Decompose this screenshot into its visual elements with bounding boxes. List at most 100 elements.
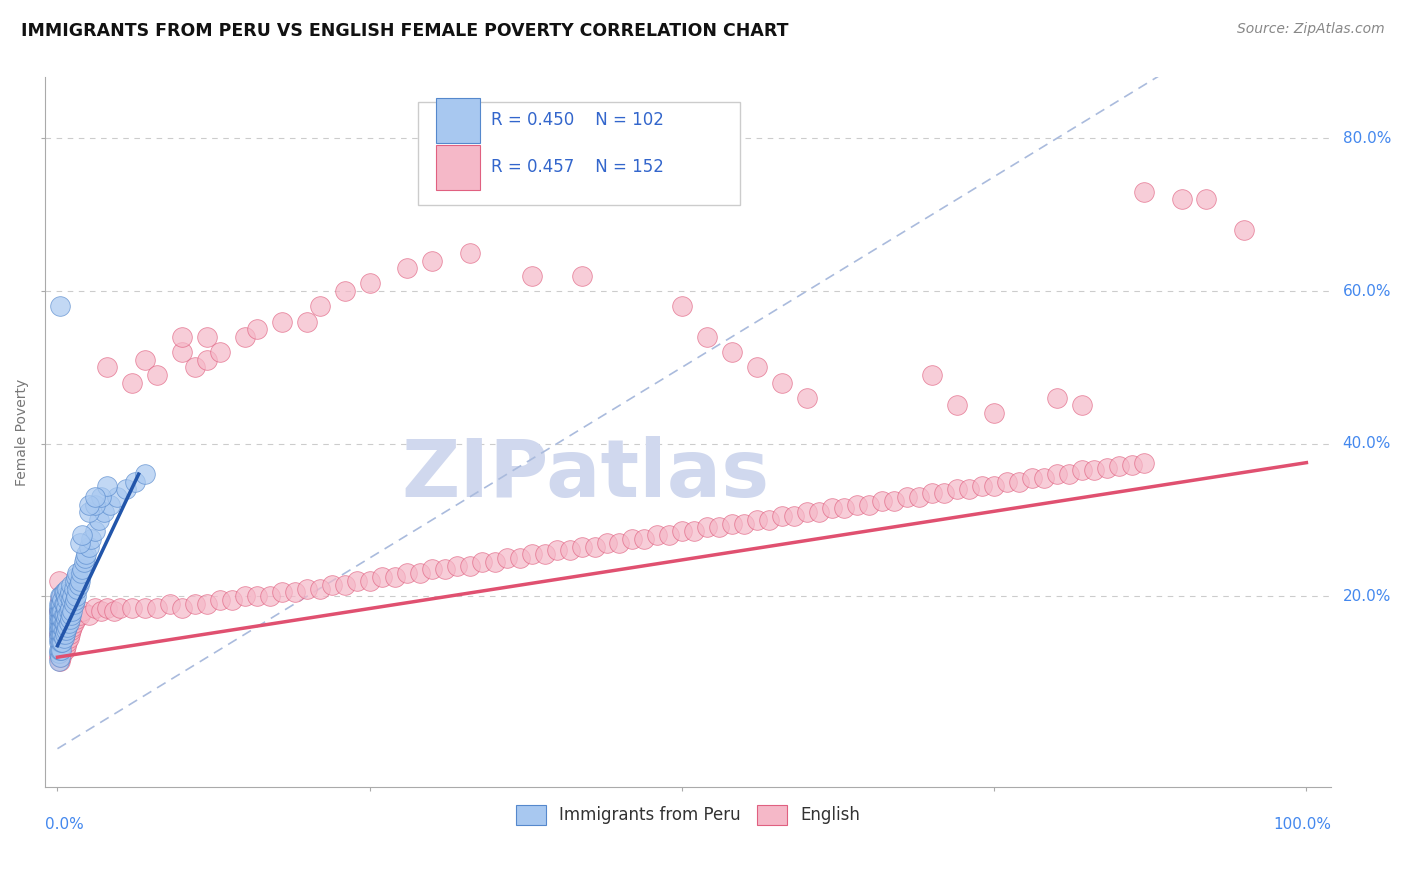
Point	[271, 585, 294, 599]
Point	[858, 498, 880, 512]
Point	[48, 650, 70, 665]
Point	[48, 604, 70, 618]
Point	[458, 558, 481, 573]
Point	[73, 551, 96, 566]
Point	[546, 543, 568, 558]
Point	[696, 520, 718, 534]
Point	[420, 253, 443, 268]
Point	[520, 268, 543, 283]
Point	[65, 612, 87, 626]
Point	[73, 555, 96, 569]
Point	[48, 612, 70, 626]
Point	[59, 585, 82, 599]
Point	[446, 558, 468, 573]
Text: 100.0%: 100.0%	[1274, 817, 1331, 832]
Point	[583, 540, 606, 554]
Point	[770, 376, 793, 390]
Point	[80, 532, 103, 546]
Point	[696, 330, 718, 344]
Point	[51, 650, 73, 665]
Point	[51, 620, 73, 634]
Point	[48, 608, 70, 623]
Point	[870, 493, 893, 508]
Point	[1057, 467, 1080, 481]
Point	[69, 535, 91, 549]
Point	[796, 391, 818, 405]
Point	[48, 627, 70, 641]
Point	[134, 352, 156, 367]
Point	[49, 612, 72, 626]
Point	[65, 589, 87, 603]
Point	[983, 478, 1005, 492]
Point	[52, 624, 75, 638]
Point	[233, 330, 256, 344]
Point	[51, 604, 73, 618]
Point	[921, 486, 943, 500]
Text: Source: ZipAtlas.com: Source: ZipAtlas.com	[1237, 22, 1385, 37]
Point	[75, 547, 97, 561]
Point	[745, 360, 768, 375]
Point	[58, 615, 80, 630]
Point	[51, 593, 73, 607]
Point	[233, 589, 256, 603]
Point	[96, 600, 118, 615]
Point	[359, 574, 381, 588]
Point	[53, 615, 76, 630]
Point	[48, 654, 70, 668]
Point	[58, 604, 80, 618]
Point	[53, 585, 76, 599]
Point	[484, 555, 506, 569]
Text: R = 0.457    N = 152: R = 0.457 N = 152	[491, 158, 664, 177]
Point	[53, 642, 76, 657]
Point	[745, 513, 768, 527]
Point	[56, 582, 79, 596]
Point	[84, 524, 107, 539]
Point	[945, 399, 967, 413]
Point	[520, 547, 543, 561]
Point	[66, 566, 89, 581]
Point	[558, 543, 581, 558]
Point	[1095, 461, 1118, 475]
Point	[62, 615, 84, 630]
Point	[671, 299, 693, 313]
Point	[733, 516, 755, 531]
Point	[48, 646, 70, 660]
Point	[56, 635, 79, 649]
Point	[60, 624, 83, 638]
Point	[1033, 471, 1056, 485]
Point	[908, 490, 931, 504]
Point	[957, 483, 980, 497]
Point	[208, 593, 231, 607]
Point	[55, 589, 77, 603]
Point	[48, 574, 70, 588]
Point	[56, 620, 79, 634]
Point	[108, 600, 131, 615]
Point	[49, 604, 72, 618]
Point	[533, 547, 555, 561]
Point	[58, 631, 80, 645]
Point	[433, 562, 456, 576]
Point	[84, 490, 107, 504]
Point	[51, 635, 73, 649]
Point	[96, 360, 118, 375]
Point	[55, 600, 77, 615]
Point	[934, 486, 956, 500]
Point	[408, 566, 430, 581]
Point	[1108, 459, 1130, 474]
Point	[56, 608, 79, 623]
Point	[308, 582, 330, 596]
Legend: Immigrants from Peru, English: Immigrants from Peru, English	[509, 798, 868, 831]
Text: R = 0.450    N = 102: R = 0.450 N = 102	[491, 112, 664, 129]
Text: 40.0%: 40.0%	[1343, 436, 1391, 451]
Point	[77, 505, 100, 519]
Point	[51, 620, 73, 634]
Point	[52, 585, 75, 599]
Point	[60, 608, 83, 623]
Point	[90, 604, 112, 618]
Point	[59, 612, 82, 626]
Point	[48, 620, 70, 634]
Point	[67, 577, 90, 591]
Point	[77, 608, 100, 623]
Point	[995, 475, 1018, 489]
Point	[1133, 185, 1156, 199]
